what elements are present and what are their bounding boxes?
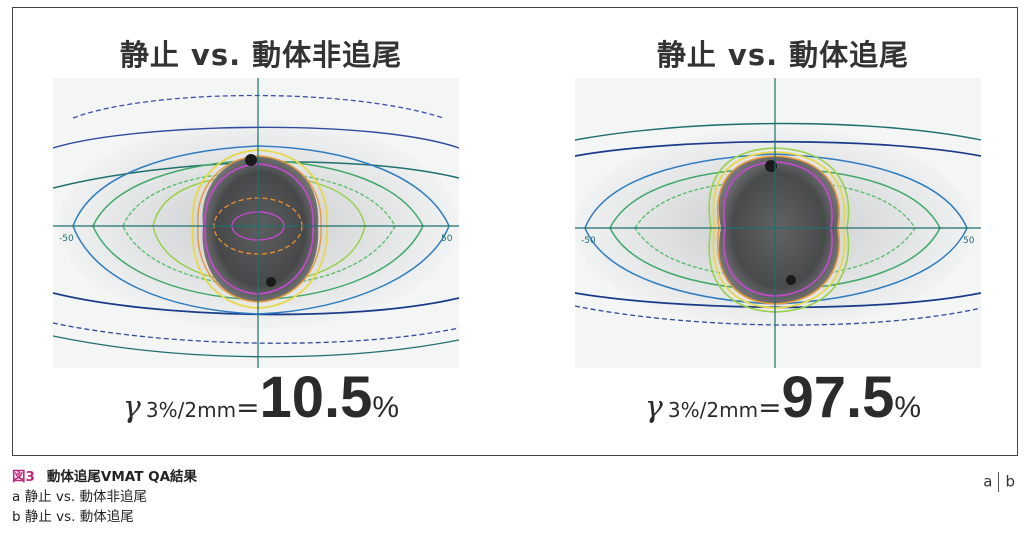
isodose-line <box>72 94 444 119</box>
caption-item: b 静止 vs. 動体追尾 <box>12 509 134 525</box>
panel-index-divider <box>998 472 1000 492</box>
gamma-equals: = <box>236 391 260 424</box>
gamma-unit: % <box>372 391 400 424</box>
gamma-equals: = <box>758 391 782 424</box>
axis-min-label: -50 <box>59 234 74 244</box>
isodose-line <box>575 305 981 326</box>
hot-spot <box>765 160 777 172</box>
hot-spot <box>266 277 276 287</box>
panel-index-right: b <box>1005 472 1015 491</box>
isodose-line <box>53 335 459 358</box>
isodose-line <box>53 322 459 344</box>
panel-a: 静止 vs. 動体非追尾 <box>51 8 471 455</box>
isodose-line <box>575 140 981 157</box>
isodose-line <box>53 126 459 149</box>
gamma-pass-rate: γ 3%/2mm=97.5% <box>573 364 993 431</box>
figure-caption: 図3 動体追尾VMAT QA結果 a 静止 vs. 動体非追尾 b 静止 vs. … <box>12 467 197 527</box>
gamma-value: 97.5 <box>781 365 895 430</box>
caption-title-row: 図3 動体追尾VMAT QA結果 <box>12 467 197 487</box>
gamma-value: 10.5 <box>259 365 373 430</box>
caption-title: 動体追尾VMAT QA結果 <box>46 469 198 485</box>
gamma-symbol: γ <box>122 390 141 425</box>
gamma-pass-rate: γ 3%/2mm=10.5% <box>51 364 471 431</box>
figure-number: 図3 <box>12 469 35 485</box>
dose-distribution-plot: -50 50 <box>53 78 459 368</box>
dose-distribution-plot: -50 50 <box>575 78 981 368</box>
axis-min-label: -50 <box>581 236 596 246</box>
dose-core <box>718 156 839 304</box>
gamma-criteria: 3%/2mm <box>145 398 237 422</box>
panel-title: 静止 vs. 動体非追尾 <box>119 38 403 72</box>
gamma-criteria: 3%/2mm <box>667 398 759 422</box>
hot-spot <box>245 154 257 166</box>
dose-core <box>202 156 319 302</box>
panel-b: 静止 vs. 動体追尾 <box>573 8 993 455</box>
panel-index-left: a <box>983 472 993 491</box>
gamma-unit: % <box>894 391 922 424</box>
figure-frame: 静止 vs. 動体非追尾 <box>12 7 1018 456</box>
axis-max-label: 50 <box>441 234 453 244</box>
hot-spot <box>786 275 796 285</box>
axis-max-label: 50 <box>963 236 975 246</box>
panel-title: 静止 vs. 動体追尾 <box>656 38 910 72</box>
isodose-line <box>575 122 981 141</box>
gamma-symbol: γ <box>644 390 663 425</box>
caption-item: a 静止 vs. 動体非追尾 <box>12 489 147 505</box>
